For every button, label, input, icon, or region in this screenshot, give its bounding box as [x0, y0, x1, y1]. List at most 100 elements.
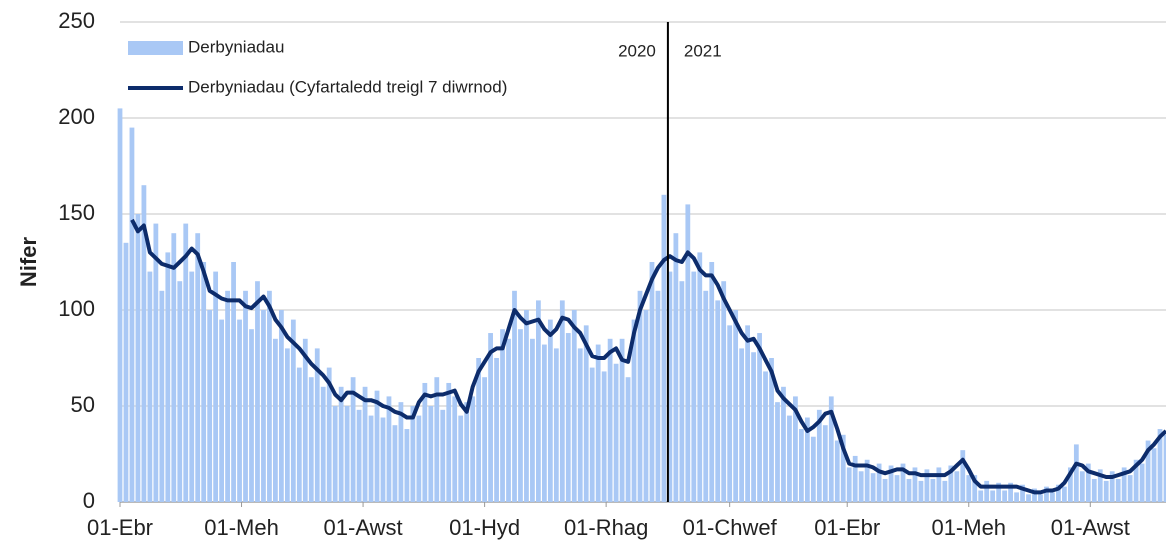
bar — [153, 223, 159, 502]
bar — [440, 409, 446, 502]
bar — [231, 262, 236, 502]
bar — [858, 471, 864, 502]
bar — [960, 450, 966, 502]
bar — [1026, 494, 1031, 502]
bar — [1079, 471, 1085, 502]
bar — [1008, 482, 1013, 502]
x-tick-label: 01-Ebr — [87, 515, 153, 540]
bar — [368, 415, 374, 502]
bar — [840, 434, 846, 502]
bar — [476, 358, 482, 502]
bar — [810, 436, 816, 502]
bar — [697, 252, 703, 502]
bar — [308, 377, 314, 502]
bar — [930, 478, 936, 502]
bar — [1085, 463, 1091, 502]
bar — [518, 329, 523, 502]
bar — [1115, 478, 1121, 502]
bar — [685, 204, 691, 502]
bar — [464, 402, 470, 502]
bar — [924, 469, 930, 502]
bar — [637, 290, 643, 502]
bar — [273, 338, 278, 502]
bar — [1091, 478, 1097, 502]
bar — [769, 358, 774, 502]
bar — [966, 475, 972, 502]
bar — [876, 463, 882, 502]
bar — [799, 429, 804, 502]
bar — [1097, 469, 1103, 502]
bar — [763, 371, 768, 502]
bar — [978, 490, 984, 502]
y-axis-label: Nifer — [16, 237, 41, 288]
bar — [512, 290, 517, 502]
bar — [900, 463, 906, 502]
bar — [804, 417, 810, 502]
bar — [679, 281, 685, 502]
x-tick-label: 01-Rhag — [564, 515, 648, 540]
bar — [577, 348, 583, 502]
bar — [703, 290, 709, 502]
bar — [446, 382, 452, 502]
bar — [1056, 484, 1061, 502]
year-label: 2020 — [618, 41, 656, 60]
bar — [1050, 492, 1055, 502]
bar — [404, 429, 410, 502]
bar — [1032, 488, 1037, 502]
bar — [506, 338, 511, 502]
bar — [996, 482, 1002, 502]
bar — [864, 459, 870, 502]
legend-swatch — [128, 41, 183, 55]
bar — [1038, 494, 1043, 502]
bar — [613, 363, 619, 502]
bar — [141, 185, 147, 502]
bar — [135, 214, 141, 502]
bar — [607, 338, 613, 502]
bar — [398, 402, 404, 502]
bar — [870, 473, 876, 502]
bar — [422, 382, 428, 502]
bar — [326, 367, 332, 502]
bar — [667, 271, 673, 502]
bar — [954, 471, 960, 502]
bar — [1127, 475, 1133, 502]
x-tick-label: 01-Awst — [1051, 515, 1130, 540]
x-tick-label: 01-Chwef — [683, 515, 778, 540]
bar — [237, 319, 242, 502]
y-tick-label: 250 — [58, 8, 95, 33]
bar — [177, 281, 183, 502]
bar — [1121, 467, 1127, 502]
bar — [267, 290, 272, 502]
bar — [410, 406, 416, 502]
bar — [565, 333, 571, 502]
bar — [655, 290, 661, 502]
bar — [757, 333, 762, 502]
bar — [1067, 467, 1073, 502]
legend-label: Derbyniadau (Cyfartaledd treigl 7 diwrno… — [188, 77, 507, 96]
bar — [458, 415, 464, 502]
bar — [482, 377, 487, 502]
bar — [846, 467, 852, 502]
y-tick-label: 100 — [58, 296, 95, 321]
bar — [278, 310, 284, 502]
bar — [559, 300, 565, 502]
bar — [1073, 444, 1079, 502]
bar — [733, 310, 739, 502]
bar — [595, 344, 601, 502]
bar — [721, 281, 727, 502]
bar — [165, 252, 171, 502]
bar — [649, 262, 655, 502]
bar — [1061, 486, 1067, 502]
bar — [243, 290, 248, 502]
bar — [1103, 480, 1109, 502]
bar — [906, 478, 912, 502]
bar — [494, 358, 499, 502]
bar — [1151, 448, 1157, 502]
bar — [619, 338, 625, 502]
bar — [374, 390, 380, 502]
bar — [1014, 492, 1019, 502]
bar — [213, 271, 219, 502]
bar — [470, 396, 476, 502]
bar — [661, 194, 667, 503]
